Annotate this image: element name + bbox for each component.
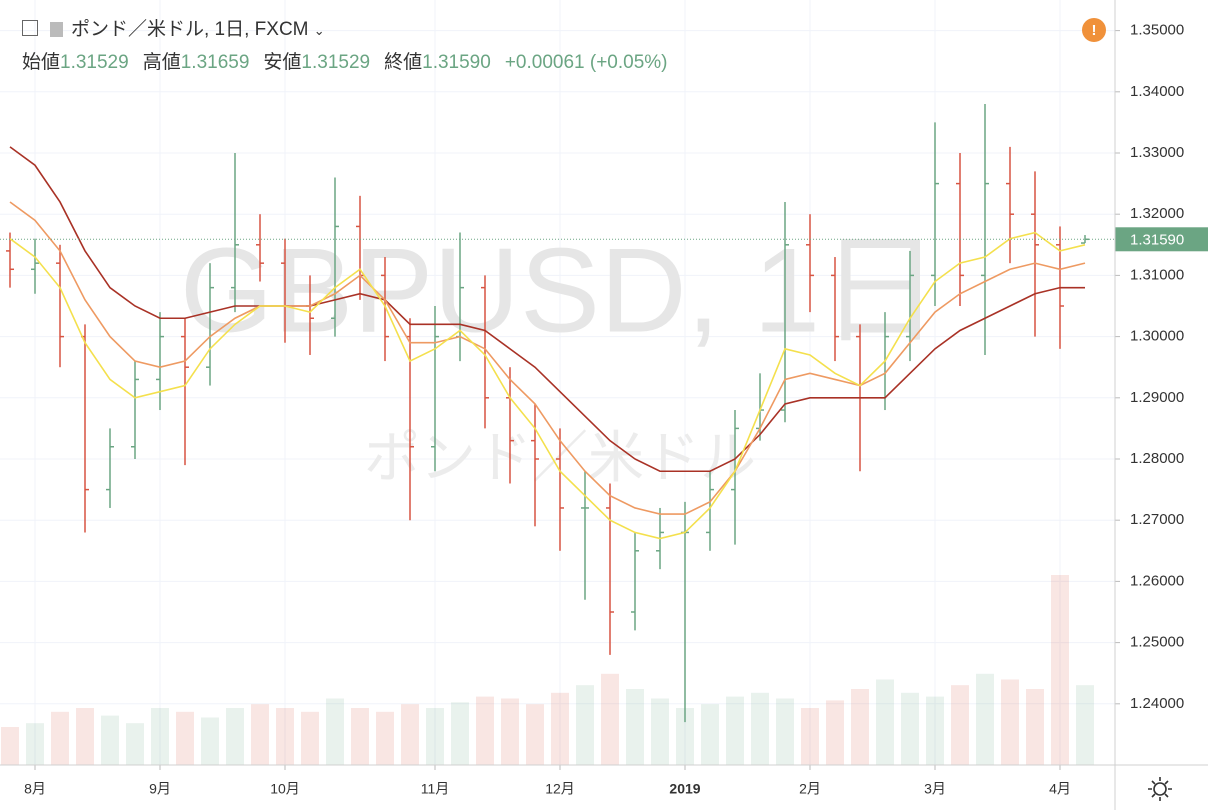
volume-bar	[701, 704, 719, 765]
ohlc-label: 高値	[142, 52, 181, 73]
change: +0.00061 (+0.05%)	[504, 52, 668, 73]
volume-bar	[676, 708, 694, 765]
volume-bar	[126, 723, 144, 765]
ohlc-label: 終値	[384, 52, 423, 73]
y-tick-label: 1.27000	[1130, 511, 1184, 528]
y-tick-label: 1.34000	[1130, 83, 1184, 100]
volume	[1, 575, 1094, 765]
volume-bar	[626, 689, 644, 765]
watermark-symbol: GBPUSD, 1日	[180, 224, 940, 358]
dropdown[interactable]: ⌄	[313, 23, 325, 38]
volume-bar	[276, 708, 294, 765]
volume-bar	[876, 679, 894, 765]
volume-bar	[901, 692, 919, 765]
symbol-icon	[50, 22, 63, 37]
settings-icon[interactable]	[1148, 777, 1172, 801]
x-tick-label: 9月	[149, 781, 171, 797]
x-tick-label: 2月	[799, 781, 821, 797]
alert-mark: !	[1092, 22, 1097, 39]
ribbon-line	[9, 231, 1086, 540]
volume-bar	[726, 696, 744, 765]
title-row: ポンド／米ドル, 1日, FXCM ⌄	[22, 14, 668, 47]
volume-bar	[226, 708, 244, 765]
volume-bar	[1001, 679, 1019, 765]
volume-bar	[501, 698, 519, 765]
volume-bar	[1051, 575, 1069, 765]
volume-bar	[76, 708, 94, 765]
ohlc-value: 1.31529	[60, 52, 129, 73]
volume-bar	[751, 692, 769, 765]
x-tick-label: 10月	[270, 781, 300, 797]
last-price-label: 1.31590	[1130, 231, 1184, 248]
ribbon-line	[9, 146, 1085, 473]
volume-bar	[251, 704, 269, 765]
volume-bar	[426, 708, 444, 765]
x-tick-label: 2019	[669, 781, 700, 797]
volume-bar	[801, 708, 819, 765]
volume-bar	[576, 685, 594, 765]
volume-bar	[526, 704, 544, 765]
volume-bar	[26, 723, 44, 765]
volume-bar	[601, 673, 619, 765]
volume-bar	[51, 711, 69, 765]
y-tick-label: 1.35000	[1130, 22, 1184, 39]
y-tick-label: 1.32000	[1130, 205, 1184, 222]
volume-bar	[301, 711, 319, 765]
legend: ポンド／米ドル, 1日, FXCM ⌄ 始値1.31529 高値1.31659 安値…	[22, 14, 668, 79]
x-tick-label: 11月	[421, 781, 450, 797]
y-tick-label: 1.25000	[1130, 634, 1184, 651]
y-tick-label: 1.24000	[1130, 695, 1184, 712]
volume-bar	[101, 715, 119, 765]
grid	[0, 0, 1115, 765]
last-price-box	[1115, 227, 1208, 252]
volume-bar	[826, 700, 844, 765]
title[interactable]: ポンド／米ドル, 1日, FXCM	[71, 19, 309, 40]
ohlc-label: 安値	[263, 52, 302, 73]
alert-icon[interactable]	[1082, 18, 1106, 42]
ohlc-value: 1.31590	[422, 52, 491, 73]
x-tick-label: 4月	[1049, 781, 1071, 797]
y-tick-label: 1.28000	[1130, 450, 1184, 467]
y-tick-label: 1.26000	[1130, 572, 1184, 589]
ribbon	[9, 146, 1086, 540]
volume-bar	[201, 717, 219, 765]
y-tick-label: 1.31000	[1130, 266, 1184, 283]
x-tick-label: 12月	[545, 781, 575, 797]
volume-bar	[976, 673, 994, 765]
y-tick-label: 1.33000	[1130, 144, 1184, 161]
volume-bar	[1026, 689, 1044, 765]
volume-bar	[951, 685, 969, 765]
volume-bar	[1076, 685, 1094, 765]
ribbon-line	[9, 201, 1086, 515]
volume-bar	[651, 698, 669, 765]
x-tick-label: 8月	[24, 781, 46, 797]
volume-bar	[851, 689, 869, 765]
volume-bar	[351, 708, 369, 765]
axes: 1.24000 1.25000 1.26000 1.27000 1.28000 1.290…	[0, 22, 1208, 797]
volume-bar	[926, 696, 944, 765]
ohlc-label: 始値	[22, 52, 61, 73]
volume-bar	[1, 727, 19, 765]
y-tick-label: 1.29000	[1130, 389, 1184, 406]
volume-bar	[476, 696, 494, 765]
ohlc-row: 始値1.31529 高値1.31659 安値1.31529 終値1.31590 +0.0…	[22, 47, 668, 79]
volume-bar	[401, 704, 419, 765]
ohlc-value: 1.31529	[301, 52, 371, 73]
volume-bar	[551, 692, 569, 765]
volume-bar	[776, 698, 794, 765]
volume-bar	[451, 702, 469, 765]
x-tick-label: 3月	[924, 781, 946, 797]
volume-bar	[326, 698, 344, 765]
expand-icon[interactable]	[22, 20, 38, 36]
volume-bar	[151, 708, 169, 765]
volume-bar	[176, 711, 194, 765]
y-tick-label: 1.30000	[1130, 328, 1184, 345]
ohlc-value: 1.31659	[180, 52, 250, 73]
volume-bar	[376, 711, 394, 765]
